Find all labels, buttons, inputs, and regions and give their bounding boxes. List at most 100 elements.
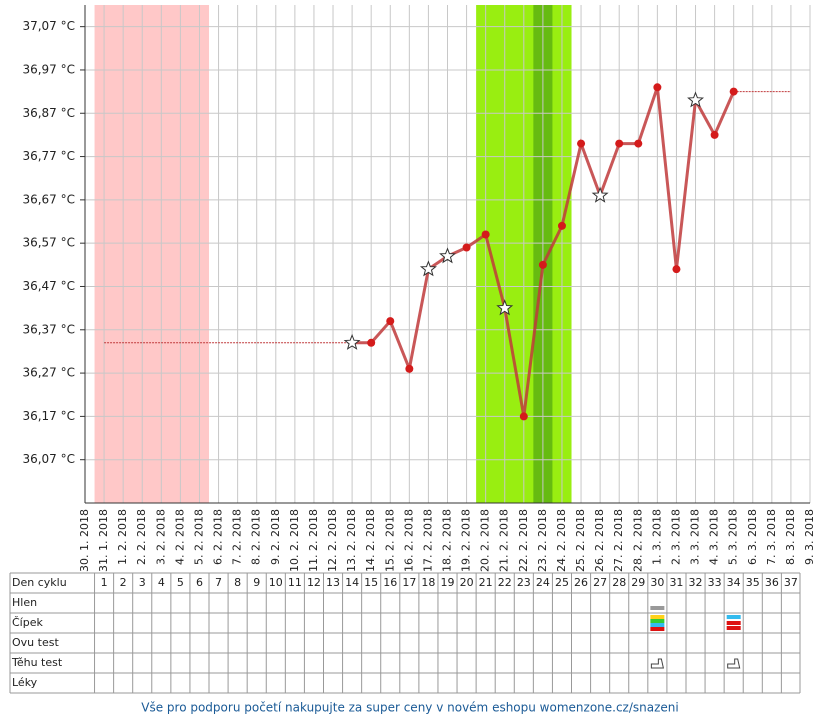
day-number: 12 (307, 576, 321, 589)
x-tick-label: 7. 3. 2018 (765, 509, 778, 565)
day-number: 34 (727, 576, 741, 589)
dot-point (653, 83, 662, 92)
row-label: Těhu test (11, 656, 63, 669)
star-point (591, 186, 609, 203)
star-point (687, 91, 705, 108)
x-tick-label: 30. 1. 2018 (78, 509, 91, 572)
x-tick-label: 27. 2. 2018 (612, 509, 625, 572)
dot-point (386, 317, 395, 326)
dot-point (557, 221, 566, 230)
day-number: 5 (177, 576, 184, 589)
y-tick-label: 37,07 °C (22, 19, 75, 33)
x-tick-label: 14. 2. 2018 (364, 509, 377, 572)
dot-point (577, 139, 586, 148)
day-number: 29 (631, 576, 645, 589)
x-tick-label: 11. 2. 2018 (307, 509, 320, 572)
x-tick-label: 7. 2. 2018 (231, 509, 244, 565)
day-number: 31 (669, 576, 683, 589)
day-number: 35 (746, 576, 760, 589)
day-number: 18 (421, 576, 435, 589)
day-number: 21 (479, 576, 493, 589)
day-number: 28 (612, 576, 626, 589)
day-number: 36 (765, 576, 779, 589)
table-marker (726, 621, 741, 625)
x-tick-label: 18. 2. 2018 (441, 509, 454, 572)
table-marker (650, 615, 665, 619)
star-point (343, 333, 361, 350)
test-icon (650, 658, 664, 669)
footer-link[interactable]: Vše pro podporu početí nakupujte za supe… (141, 701, 678, 715)
x-tick-label: 15. 2. 2018 (383, 509, 396, 572)
y-tick-label: 36,57 °C (22, 236, 75, 250)
x-tick-label: 10. 2. 2018 (288, 509, 301, 572)
x-tick-label: 9. 3. 2018 (803, 509, 816, 565)
row-label: Hlen (12, 596, 37, 609)
day-number: 23 (517, 576, 531, 589)
x-tick-label: 1. 2. 2018 (116, 509, 129, 565)
day-number: 20 (460, 576, 474, 589)
table-marker (650, 606, 665, 610)
x-tick-label: 24. 2. 2018 (555, 509, 568, 572)
dot-point (538, 260, 547, 269)
x-tick-label: 19. 2. 2018 (460, 509, 473, 572)
dot-point (672, 265, 681, 274)
table-marker (650, 623, 665, 627)
row-label: Čípek (12, 616, 43, 629)
day-number: 17 (402, 576, 416, 589)
row-label: Ovu test (12, 636, 59, 649)
day-number: 9 (253, 576, 260, 589)
day-number: 30 (650, 576, 664, 589)
day-number: 2 (120, 576, 127, 589)
x-tick-label: 2. 3. 2018 (669, 509, 682, 565)
y-tick-label: 36,87 °C (22, 106, 75, 120)
dot-point (729, 87, 738, 96)
x-tick-label: 6. 2. 2018 (212, 509, 225, 565)
day-number: 1 (101, 576, 108, 589)
table-marker (726, 626, 741, 630)
x-tick-label: 3. 3. 2018 (689, 509, 702, 565)
dot-point (519, 412, 528, 421)
x-tick-label: 23. 2. 2018 (536, 509, 549, 572)
day-number: 24 (536, 576, 550, 589)
day-number: 8 (234, 576, 241, 589)
y-tick-label: 36,27 °C (22, 366, 75, 380)
y-tick-label: 36,67 °C (22, 192, 75, 206)
dot-point (634, 139, 643, 148)
y-tick-label: 36,97 °C (22, 62, 75, 76)
dot-point (405, 364, 414, 373)
dot-point (367, 338, 376, 347)
x-tick-label: 9. 2. 2018 (269, 509, 282, 565)
x-tick-label: 8. 2. 2018 (250, 509, 263, 565)
x-tick-label: 4. 2. 2018 (173, 509, 186, 565)
x-tick-label: 20. 2. 2018 (479, 509, 492, 572)
x-tick-label: 28. 2. 2018 (631, 509, 644, 572)
day-number: 13 (326, 576, 340, 589)
x-tick-label: 5. 3. 2018 (727, 509, 740, 565)
row-label: Léky (12, 676, 38, 689)
day-number: 11 (288, 576, 302, 589)
phase-band (94, 5, 210, 503)
star-point (496, 299, 514, 316)
dot-point (481, 230, 490, 239)
table-marker (726, 615, 741, 619)
x-tick-label: 22. 2. 2018 (517, 509, 530, 572)
day-number: 37 (784, 576, 798, 589)
y-tick-label: 36,37 °C (22, 322, 75, 336)
y-tick-label: 36,07 °C (22, 452, 75, 466)
day-number: 32 (689, 576, 703, 589)
table-marker (650, 627, 665, 631)
x-tick-label: 17. 2. 2018 (421, 509, 434, 572)
star-point (419, 260, 437, 277)
day-number: 15 (364, 576, 378, 589)
x-tick-label: 16. 2. 2018 (402, 509, 415, 572)
x-tick-label: 5. 2. 2018 (192, 509, 205, 565)
dot-point (710, 130, 719, 139)
y-tick-label: 36,17 °C (22, 409, 75, 423)
x-tick-label: 25. 2. 2018 (574, 509, 587, 572)
x-tick-label: 8. 3. 2018 (784, 509, 797, 565)
y-tick-label: 36,47 °C (22, 279, 75, 293)
day-number: 27 (593, 576, 607, 589)
dot-point (615, 139, 624, 148)
x-tick-label: 13. 2. 2018 (345, 509, 358, 572)
